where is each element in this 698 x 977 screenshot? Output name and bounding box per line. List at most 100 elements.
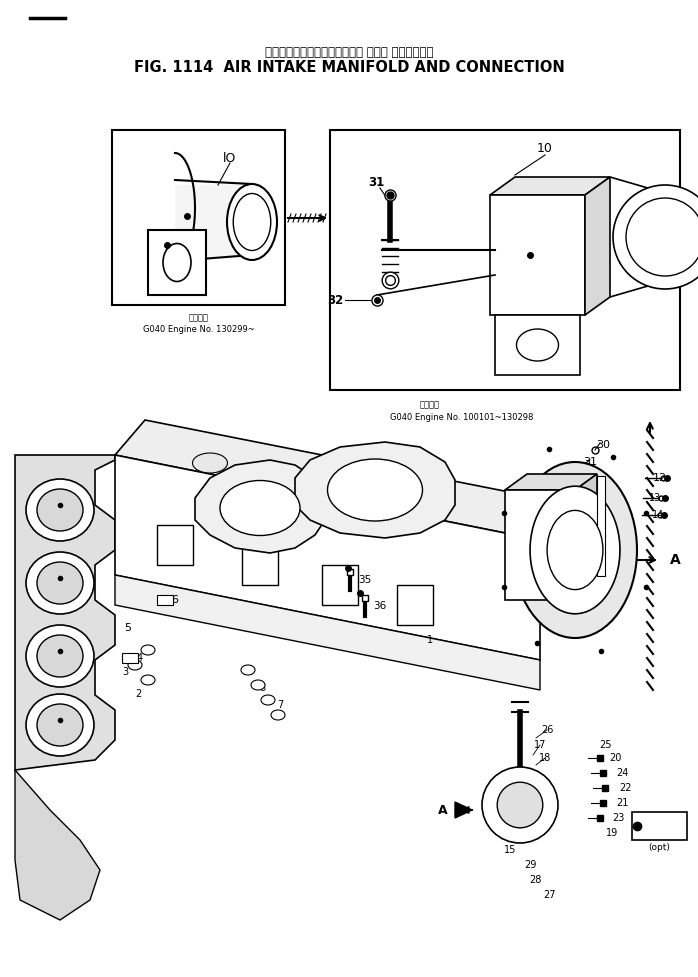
Text: 31: 31 [583, 457, 597, 467]
Bar [597, 476, 605, 576]
Text: lO: lO [223, 151, 237, 164]
Ellipse shape [37, 635, 83, 677]
Text: エアーインテークマニホールド および コネクション: エアーインテークマニホールド および コネクション [265, 46, 433, 59]
Bar [490, 195, 585, 315]
Ellipse shape [26, 694, 94, 756]
Text: 10: 10 [537, 142, 553, 154]
Text: 28: 28 [529, 875, 541, 885]
Polygon shape [575, 474, 597, 600]
Ellipse shape [26, 479, 94, 541]
Text: A: A [670, 553, 681, 567]
Text: 2: 2 [135, 689, 141, 699]
Text: 8: 8 [259, 683, 265, 693]
Polygon shape [15, 770, 100, 920]
Text: 20: 20 [609, 753, 621, 763]
Ellipse shape [26, 552, 94, 614]
Text: 15: 15 [504, 845, 517, 855]
Text: 21: 21 [616, 798, 628, 808]
Text: 17: 17 [534, 740, 547, 750]
Text: 7: 7 [277, 700, 283, 710]
Polygon shape [15, 455, 115, 770]
Text: 図用番号: 図用番号 [420, 401, 440, 409]
Text: 34: 34 [328, 517, 342, 527]
Ellipse shape [227, 184, 277, 260]
Polygon shape [115, 420, 575, 540]
Text: 1: 1 [427, 635, 433, 645]
Bar [148, 230, 206, 295]
Bar [632, 812, 687, 840]
Text: 25: 25 [599, 740, 611, 750]
Bar [495, 315, 580, 375]
Ellipse shape [163, 243, 191, 281]
Polygon shape [455, 802, 472, 818]
Polygon shape [115, 455, 540, 660]
Ellipse shape [128, 660, 142, 670]
Text: 19: 19 [606, 828, 618, 838]
Text: 32: 32 [327, 293, 343, 307]
Text: 13: 13 [649, 493, 661, 503]
Text: 5: 5 [124, 623, 131, 633]
Ellipse shape [193, 453, 228, 473]
Ellipse shape [241, 665, 255, 675]
Ellipse shape [141, 675, 155, 685]
Ellipse shape [497, 783, 543, 828]
Polygon shape [195, 460, 325, 553]
Text: 23: 23 [612, 813, 624, 823]
Ellipse shape [271, 710, 285, 720]
Bar [505, 490, 575, 600]
Text: 4: 4 [137, 653, 143, 663]
Polygon shape [585, 177, 610, 315]
Text: 22: 22 [620, 783, 632, 793]
Ellipse shape [37, 562, 83, 604]
Text: 33: 33 [363, 483, 377, 493]
Ellipse shape [251, 680, 265, 690]
Bar [397, 585, 433, 625]
Ellipse shape [482, 767, 558, 843]
Text: A: A [438, 803, 448, 817]
Ellipse shape [220, 481, 300, 535]
Text: 3: 3 [122, 667, 128, 677]
Text: lO: lO [557, 565, 569, 575]
Ellipse shape [373, 488, 408, 508]
Ellipse shape [37, 489, 83, 531]
Ellipse shape [26, 625, 94, 687]
Text: 27: 27 [544, 890, 556, 900]
Ellipse shape [513, 462, 637, 638]
Text: 図用番号: 図用番号 [189, 314, 209, 322]
Text: 14: 14 [652, 510, 664, 520]
Text: 6: 6 [172, 595, 179, 605]
Polygon shape [115, 575, 540, 690]
Text: – 37: – 37 [640, 821, 662, 831]
Text: 30: 30 [596, 440, 610, 450]
Ellipse shape [141, 645, 155, 655]
Bar [157, 525, 193, 565]
Bar [330, 130, 680, 390]
Polygon shape [295, 442, 455, 538]
Bar [112, 130, 285, 305]
Bar [157, 595, 173, 605]
Bar [322, 565, 358, 605]
Polygon shape [505, 474, 597, 490]
Text: G040 Engine No. 130299~: G040 Engine No. 130299~ [143, 325, 255, 334]
Text: 24: 24 [616, 768, 628, 778]
Text: 29: 29 [524, 860, 536, 870]
Text: 12: 12 [653, 473, 667, 483]
Text: FIG. 1114  AIR INTAKE MANIFOLD AND CONNECTION: FIG. 1114 AIR INTAKE MANIFOLD AND CONNEC… [133, 61, 565, 75]
Text: 18: 18 [539, 753, 551, 763]
Ellipse shape [626, 198, 698, 276]
Ellipse shape [233, 193, 271, 250]
Polygon shape [490, 177, 610, 195]
Text: 16: 16 [491, 803, 503, 813]
Ellipse shape [613, 185, 698, 289]
Ellipse shape [37, 704, 83, 746]
Text: (opt): (opt) [648, 843, 670, 853]
Ellipse shape [530, 487, 620, 614]
Text: 36: 36 [373, 601, 386, 611]
Bar [242, 545, 278, 585]
Ellipse shape [261, 695, 275, 705]
Ellipse shape [547, 510, 603, 589]
Polygon shape [175, 184, 252, 261]
Ellipse shape [517, 329, 558, 361]
Text: 9: 9 [242, 665, 248, 675]
Bar [122, 653, 138, 663]
